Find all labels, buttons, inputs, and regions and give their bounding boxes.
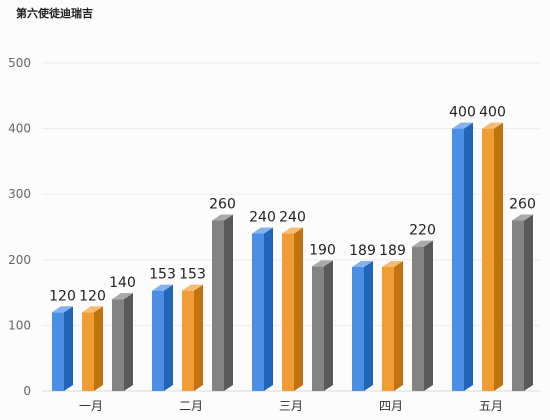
data-label: 400	[479, 105, 506, 121]
bar-side	[294, 227, 303, 391]
data-label: 153	[149, 267, 176, 283]
y-tick-label: 200	[8, 253, 31, 267]
bar-front	[312, 266, 324, 391]
bar-top	[382, 261, 403, 268]
bar-side	[64, 306, 73, 391]
y-tick-label: 0	[23, 384, 31, 398]
bar-front	[412, 246, 424, 391]
bar-front	[482, 128, 494, 391]
data-label: 120	[49, 288, 76, 304]
bar-side	[324, 260, 333, 391]
bar-front	[152, 290, 164, 391]
bar-front	[512, 220, 524, 391]
data-label: 189	[349, 243, 376, 259]
bar-side	[494, 122, 503, 391]
data-label: 240	[249, 210, 276, 226]
bar-front	[112, 299, 124, 391]
bar-top	[312, 260, 333, 267]
bar-top	[52, 306, 73, 313]
data-label: 190	[309, 242, 336, 258]
bar-top	[252, 227, 273, 234]
bar-side	[524, 214, 533, 391]
bar-top	[82, 306, 103, 313]
bar-top	[482, 122, 503, 129]
data-label: 140	[109, 275, 136, 291]
y-tick-label: 400	[8, 122, 31, 136]
bar-front	[382, 267, 394, 391]
x-category-label: 五月	[479, 399, 503, 413]
bar-side	[164, 284, 173, 391]
bar-top	[282, 227, 303, 234]
bar-front	[212, 220, 224, 391]
data-label: 220	[409, 223, 436, 239]
data-label: 189	[379, 243, 406, 259]
bar-side	[394, 261, 403, 391]
bar-top	[212, 214, 233, 221]
data-label: 260	[509, 196, 536, 212]
data-label: 120	[79, 288, 106, 304]
bar-side	[224, 214, 233, 391]
bar-top	[112, 293, 133, 300]
x-category-label: 一月	[79, 399, 103, 413]
data-label: 153	[179, 267, 206, 283]
bar-side	[94, 306, 103, 391]
bar-side	[264, 227, 273, 391]
bar-front	[252, 233, 264, 391]
bar-side	[424, 240, 433, 391]
x-category-label: 二月	[179, 399, 203, 413]
bar-side	[464, 122, 473, 391]
bar-top	[152, 284, 173, 291]
bar-top	[412, 240, 433, 247]
y-tick-label: 100	[8, 318, 31, 332]
bar-top	[352, 261, 373, 268]
bar-front	[282, 233, 294, 391]
data-label: 260	[209, 196, 236, 212]
bar-side	[124, 293, 133, 391]
bar-front	[352, 267, 364, 391]
bar-side	[364, 261, 373, 391]
y-tick-label: 500	[8, 56, 31, 70]
bar-top	[512, 214, 533, 221]
data-label: 240	[279, 210, 306, 226]
bar-top	[452, 122, 473, 129]
data-label: 400	[449, 105, 476, 121]
bar-front	[182, 290, 194, 391]
bar-front	[82, 312, 94, 391]
x-category-label: 四月	[379, 399, 403, 413]
chart-title: 第六使徒迪瑞吉	[16, 7, 93, 20]
y-tick-label: 300	[8, 187, 31, 201]
bar-top	[182, 284, 203, 291]
bar-front	[52, 312, 64, 391]
bars-layer	[52, 122, 533, 391]
x-category-label: 三月	[279, 399, 303, 413]
bar-side	[194, 284, 203, 391]
bar-front	[452, 128, 464, 391]
